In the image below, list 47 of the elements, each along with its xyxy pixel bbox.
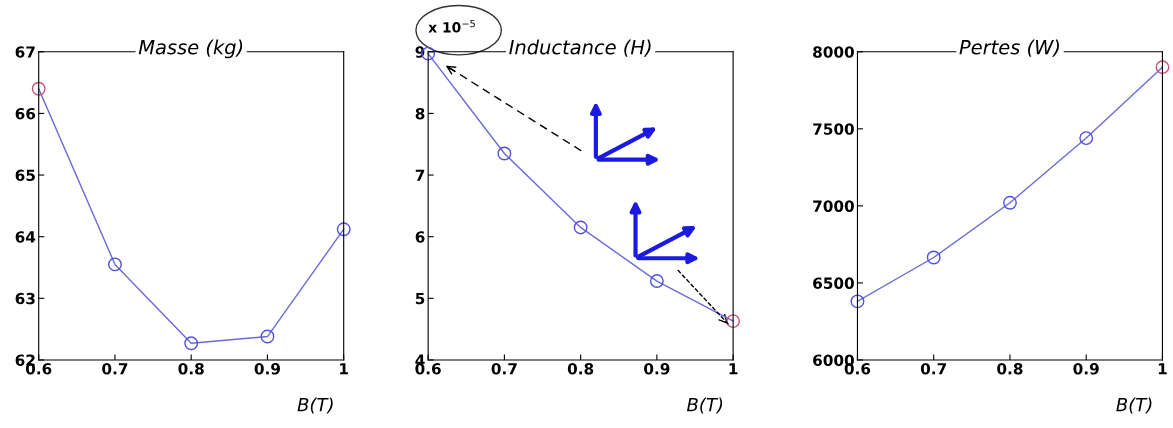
y-tick-label: 7000 [813,200,854,212]
x-axis-title: B(T) [1116,397,1152,414]
point [1079,131,1094,146]
y-tick-label: 6 [415,231,425,243]
x-tick-label: 0.7 [102,363,128,375]
point [184,336,199,351]
x-axis-title: B(T) [686,397,723,414]
y-tick-label: 9 [415,46,425,58]
y-tick-label: 64 [15,231,36,243]
x-tick-label: 0.7 [491,363,517,375]
x-tick-label: 1 [1158,363,1167,375]
x-tick-label: 0.9 [254,363,280,375]
chart-title: Pertes (W) [959,39,1059,57]
point [649,274,664,289]
point [1155,60,1170,75]
point [850,294,865,309]
x-tick-label: 0.8 [567,363,594,375]
chart-title: Masse (kg) [138,39,243,59]
point [726,314,741,329]
point [1003,195,1017,210]
point [573,220,588,235]
x-tick-label: 0.8 [178,363,204,375]
x-tick-label: 0.8 [997,363,1023,375]
y-tick-label: 66 [15,107,36,120]
x-axis-title: B(T) [297,397,333,414]
y-tick-label: 7500 [813,123,854,135]
y-tick-label: 6500 [813,277,854,289]
point [336,222,351,237]
point [260,329,275,344]
y-tick-label: 8000 [813,46,854,58]
point [108,257,122,272]
text: x 10$^{−5}$ [428,20,475,33]
y-tick-label: 65 [15,169,35,182]
y-tick-label: 7 [415,169,425,181]
chart-title: Inductance (H) [509,39,651,57]
x-tick-label: 0.9 [1073,363,1099,375]
y-tick-label: 67 [15,46,35,58]
y-tick-label: 63 [15,292,35,305]
x-tick-label: 1 [729,363,738,375]
point [926,250,941,265]
x-tick-label: 0.9 [644,363,670,375]
point [497,146,512,161]
point [31,81,46,96]
x-tick-label: 1 [340,363,348,375]
y-tick-label: 8 [415,107,425,120]
y-tick-label: 5 [415,292,425,305]
x-tick-label: 0.7 [920,363,947,375]
